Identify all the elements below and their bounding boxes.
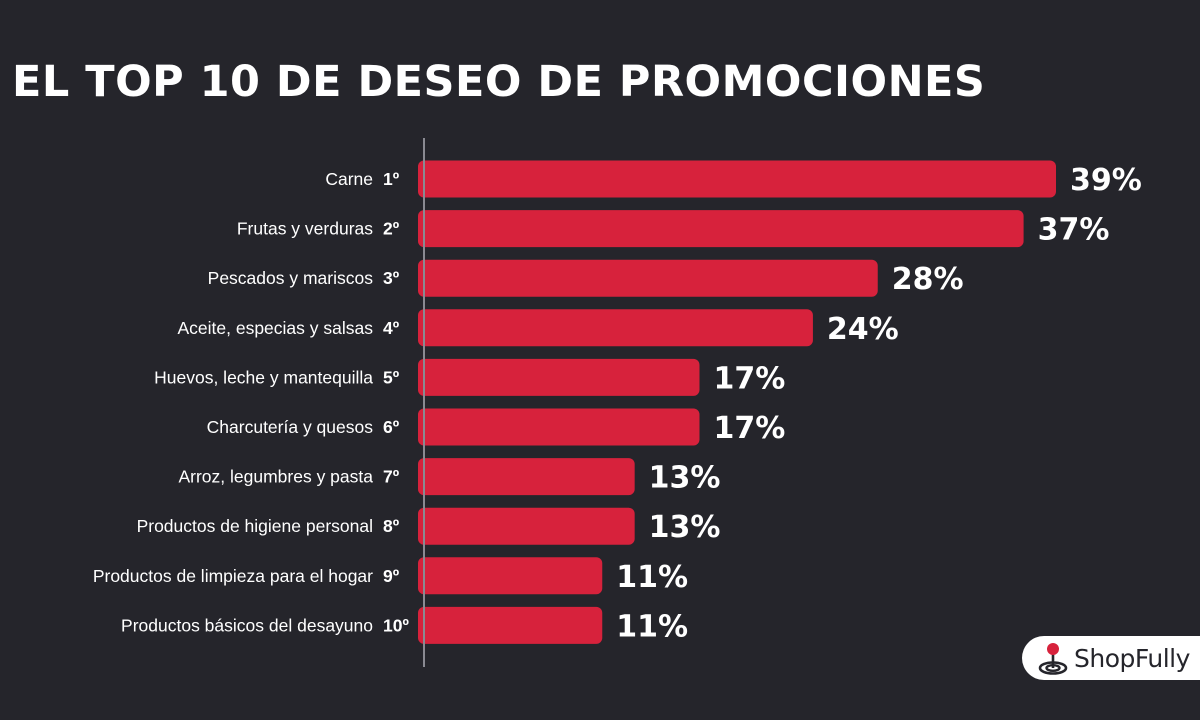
value-label: 13% — [649, 510, 721, 545]
value-label: 17% — [713, 411, 785, 446]
value-label: 13% — [649, 461, 721, 496]
rank-label: 4º — [383, 318, 400, 338]
value-label: 28% — [892, 262, 964, 297]
value-label: 39% — [1070, 163, 1142, 198]
category-label: Productos de higiene personal — [137, 516, 373, 536]
rank-label: 10º — [383, 615, 409, 635]
map-pin-icon — [1038, 643, 1068, 675]
category-label: Aceite, especias y salsas — [177, 318, 373, 338]
rank-label: 8º — [383, 516, 400, 536]
bar — [418, 309, 813, 347]
category-label: Productos básicos del desayuno — [121, 615, 373, 635]
bar — [418, 160, 1056, 198]
category-label: Huevos, leche y mantequilla — [154, 367, 373, 387]
bar — [418, 606, 603, 644]
category-label: Charcutería y quesos — [207, 417, 374, 437]
bar — [418, 557, 603, 595]
bar — [418, 507, 635, 545]
bars-layer: Carne 1º 39% Frutas y verduras 2º 37% Pescados… — [93, 160, 1142, 644]
rank-label: 5º — [383, 367, 400, 387]
bar — [418, 458, 635, 496]
category-label: Productos de limpieza para el hogar — [93, 566, 373, 586]
value-label: 37% — [1038, 213, 1110, 248]
category-label: Pescados y mariscos — [208, 268, 374, 288]
value-label: 17% — [713, 361, 785, 396]
shopfully-logo: ShopFully — [1022, 636, 1200, 680]
brand-name: ShopFully — [1074, 643, 1190, 673]
chart-title: EL TOP 10 DE DESEO DE PROMOCIONES — [12, 57, 986, 107]
bar — [418, 358, 700, 396]
bar — [418, 210, 1024, 248]
category-label: Carne — [325, 169, 373, 189]
category-label: Arroz, legumbres y pasta — [178, 467, 373, 487]
value-label: 11% — [616, 560, 688, 595]
rank-label: 9º — [383, 566, 400, 586]
bar — [418, 259, 878, 297]
value-label: 24% — [827, 312, 899, 347]
bar — [418, 408, 700, 446]
rank-label: 3º — [383, 268, 400, 288]
category-label: Frutas y verduras — [237, 219, 373, 239]
rank-label: 7º — [383, 467, 400, 487]
value-label: 11% — [616, 609, 688, 644]
rank-label: 2º — [383, 219, 400, 239]
rank-label: 6º — [383, 417, 400, 437]
rank-label: 1º — [383, 169, 400, 189]
